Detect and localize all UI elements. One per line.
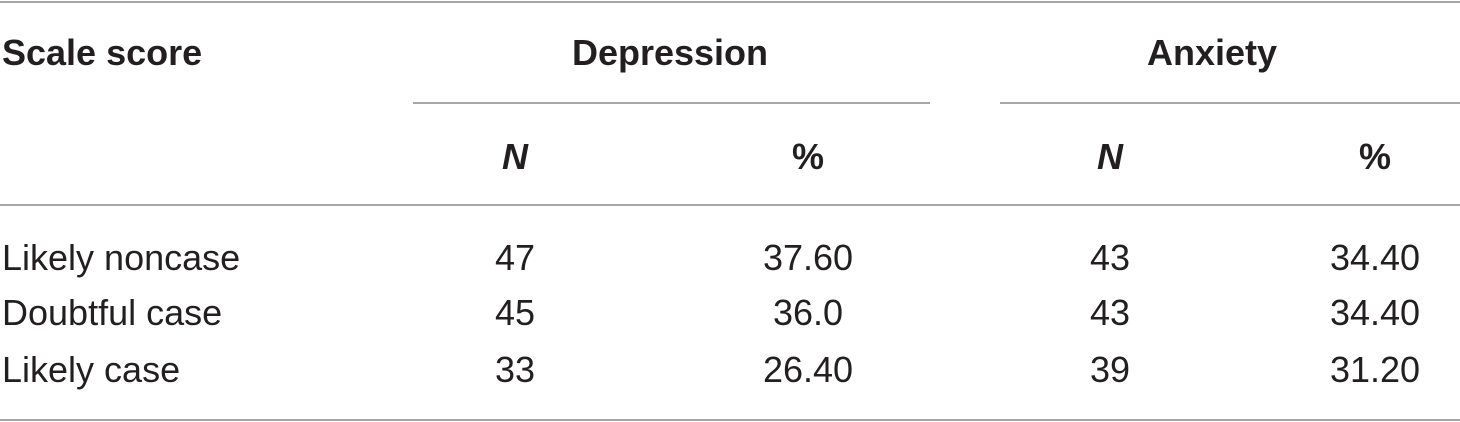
row-label-header: Scale score	[2, 32, 203, 73]
cell: 43	[1089, 237, 1131, 278]
subheader: %	[1358, 136, 1392, 177]
bottom-rule	[0, 419, 1460, 421]
header-rule	[0, 204, 1460, 206]
subheader: N	[1097, 136, 1123, 177]
group-header: Anxiety	[1146, 32, 1278, 73]
cell: 34.40	[1329, 237, 1421, 278]
cell: 26.40	[762, 349, 854, 390]
group-rule	[1000, 102, 1460, 104]
cell: 45	[494, 292, 536, 333]
group-rule	[413, 102, 930, 104]
cell: 39	[1089, 349, 1131, 390]
row-label: Likely noncase	[2, 237, 241, 278]
subheader: N	[502, 136, 528, 177]
subheader: %	[791, 136, 825, 177]
row-label: Doubtful case	[2, 292, 223, 333]
cell: 37.60	[762, 237, 854, 278]
top-rule	[0, 1, 1460, 3]
group-header: Depression	[571, 32, 769, 73]
cell: 31.20	[1329, 349, 1421, 390]
cell: 47	[494, 237, 536, 278]
cell: 34.40	[1329, 292, 1421, 333]
cell: 43	[1089, 292, 1131, 333]
cell: 36.0	[772, 292, 844, 333]
row-label: Likely case	[2, 349, 181, 390]
cell: 33	[494, 349, 536, 390]
